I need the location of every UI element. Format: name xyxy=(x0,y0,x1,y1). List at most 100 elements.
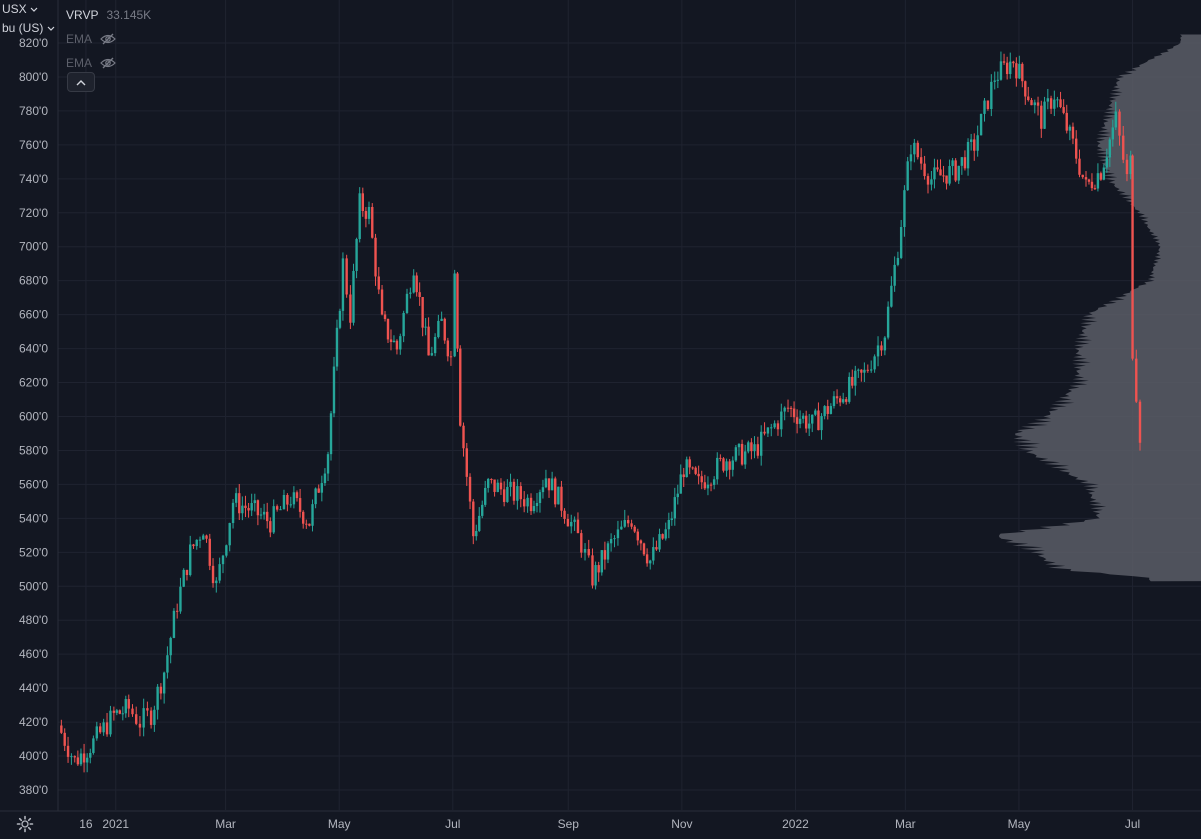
candle-body xyxy=(1005,62,1009,75)
candle-body xyxy=(661,534,664,539)
candle-body xyxy=(594,565,597,586)
candle-body xyxy=(1065,112,1068,131)
candle xyxy=(302,510,305,529)
candle-body xyxy=(286,494,289,505)
candle xyxy=(329,410,333,461)
candle xyxy=(499,478,503,495)
candle-body xyxy=(465,448,468,477)
candle xyxy=(948,159,951,186)
indicator-value: 33.145K xyxy=(106,8,152,22)
candle-body xyxy=(770,427,773,429)
candle-body xyxy=(105,722,109,735)
candle xyxy=(115,708,119,716)
candle xyxy=(1043,96,1046,129)
candle-body xyxy=(609,538,613,544)
candle xyxy=(597,561,600,582)
collapse-legend-button[interactable] xyxy=(67,72,95,92)
legend-vrvp[interactable]: VRVP 33.145K xyxy=(66,3,151,27)
candle xyxy=(606,541,610,564)
candle xyxy=(1099,171,1103,181)
candle-body xyxy=(734,447,738,461)
candle-body xyxy=(437,320,440,338)
candle xyxy=(923,155,926,180)
candle xyxy=(926,173,930,194)
candle xyxy=(437,314,440,339)
candle-body xyxy=(146,708,149,711)
candle xyxy=(374,233,377,286)
candle xyxy=(609,533,613,552)
candle-body xyxy=(573,519,576,522)
candle xyxy=(591,548,594,589)
candle-body xyxy=(195,539,198,547)
candle-body xyxy=(153,709,156,725)
candle-body xyxy=(215,580,218,584)
candle xyxy=(1084,171,1088,187)
candle-body xyxy=(430,353,434,356)
candle-body xyxy=(1125,159,1129,175)
candle xyxy=(472,498,475,545)
legend-ema-1[interactable]: EMA xyxy=(66,27,151,51)
candle xyxy=(102,718,105,736)
candle-body xyxy=(392,340,396,343)
legend-ema-2[interactable]: EMA xyxy=(66,51,151,75)
candle xyxy=(70,753,73,765)
time-axis[interactable]: 16 2021 Mar May Jul Sep Nov 2022 Mar May Jul xyxy=(0,810,1201,831)
candle xyxy=(135,706,138,726)
unit-selector[interactable]: bu (US) xyxy=(0,19,58,38)
candle xyxy=(496,479,499,493)
candle xyxy=(234,487,238,508)
candle xyxy=(352,263,355,326)
candle xyxy=(265,502,269,529)
candle-body xyxy=(127,699,130,709)
candle-body xyxy=(756,444,760,456)
candle xyxy=(594,561,597,590)
price-axis[interactable]: 820'0 800'0 780'0 760'0 740'0 720'0 700'0 680'0… xyxy=(19,0,59,811)
candle-body xyxy=(138,723,142,728)
y-tick-label: 660'0 xyxy=(19,308,48,322)
candle xyxy=(1122,125,1125,164)
candle xyxy=(976,125,979,157)
candle xyxy=(570,514,573,534)
candle-body xyxy=(211,565,215,584)
candle-body xyxy=(743,451,747,465)
candle-body xyxy=(700,476,703,483)
candle xyxy=(740,439,744,466)
candle xyxy=(1012,60,1015,68)
candle-body xyxy=(1062,107,1065,113)
candle-body xyxy=(664,529,667,539)
candle-body xyxy=(418,292,421,298)
candle xyxy=(973,133,976,161)
symbol-selector[interactable]: USX xyxy=(0,0,58,19)
candle xyxy=(345,254,348,298)
candle xyxy=(886,301,890,340)
candle xyxy=(516,479,519,510)
gear-icon[interactable] xyxy=(16,815,34,833)
candle xyxy=(1056,96,1059,108)
candle-body xyxy=(355,239,358,271)
candle-body xyxy=(597,565,600,573)
candle-body xyxy=(352,270,355,323)
candle xyxy=(1081,174,1084,179)
candle xyxy=(685,456,688,478)
candle-body xyxy=(282,494,286,510)
candle-body xyxy=(99,726,102,733)
candle xyxy=(389,329,393,351)
candle-body xyxy=(930,179,933,185)
candle xyxy=(933,158,936,189)
candle xyxy=(763,422,766,436)
candle-body xyxy=(66,745,70,757)
candle-body xyxy=(198,539,202,541)
eye-hidden-icon[interactable] xyxy=(100,57,116,69)
candle-body xyxy=(1015,63,1018,79)
candle xyxy=(169,636,172,664)
candle-body xyxy=(626,520,630,524)
candle xyxy=(490,478,493,484)
candle xyxy=(314,487,317,509)
eye-hidden-icon[interactable] xyxy=(100,33,116,45)
candle xyxy=(851,369,854,389)
candle-body xyxy=(990,81,993,109)
candle-body xyxy=(308,523,311,526)
candle xyxy=(880,341,883,356)
candle-body xyxy=(541,487,545,493)
